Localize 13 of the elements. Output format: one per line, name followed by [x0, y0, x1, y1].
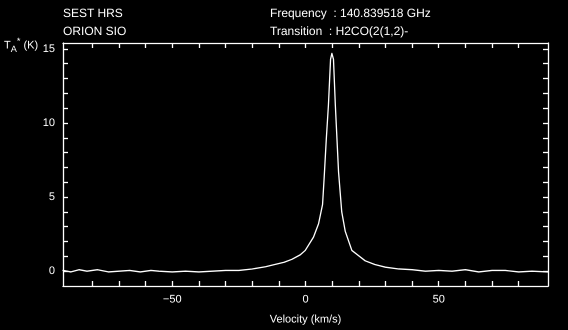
- y-tick-label: 0: [48, 265, 55, 278]
- text: SEST HRS: [63, 6, 123, 20]
- x-tick-label: −50: [162, 294, 182, 306]
- x-tick-label: 0: [302, 294, 309, 306]
- x-tick-label: 50: [432, 294, 445, 306]
- text: Frequency : 140.839518 GHz: [270, 6, 431, 20]
- text: ORION SIO: [63, 24, 126, 38]
- text: Transition : H2CO(2(1,2)-: [270, 24, 408, 38]
- x-axis-title: Velocity (km/s): [270, 314, 342, 326]
- y-axis-title: T$_{A}$$^{*}$ (K): [4, 36, 38, 54]
- y-tick-label: 10: [42, 117, 55, 130]
- y-tick-label: 15: [42, 42, 55, 55]
- y-tick-label: 5: [48, 191, 55, 204]
